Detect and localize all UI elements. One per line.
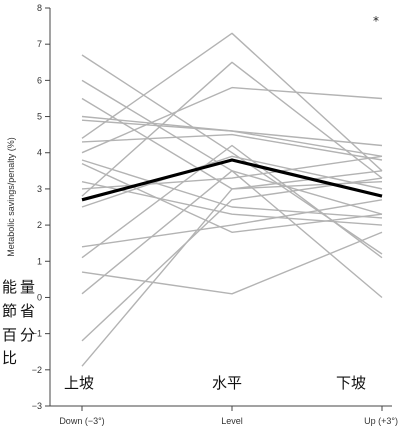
individual-line-9 [81,159,383,219]
y-tick-label: 1 [37,256,42,266]
individual-line-17 [81,231,383,295]
mean-line-group [81,158,383,202]
individual-line-20 [81,170,383,367]
y-tick-label: −2 [32,365,42,375]
ylabel-cn-line-1: 能量 [2,278,38,296]
y-tick-label: 0 [37,292,42,302]
individual-line-4 [81,115,383,157]
ylabel-cn-line-2: 節省 [2,302,38,320]
uphill-cn-label: 下坡 [336,374,366,392]
y-tick-label: 6 [37,75,42,85]
x-tick-label: Level [221,416,243,426]
y-axis: −3 −2 −1 0 1 2 3 4 5 6 7 8 [32,3,51,411]
individual-line-7 [81,133,383,161]
annotations: * [373,14,379,28]
ylabel-cn-line-3: 百分 [2,326,38,344]
individual-line-15 [81,199,383,248]
y-tick-label: 3 [37,184,42,194]
individual-line-5 [81,119,383,147]
individual-line-14 [81,155,383,208]
x-axis: Down (−3°) Level Up (+3°) [50,405,398,426]
individual-line-6 [81,32,383,172]
mean-line [81,158,383,202]
individual-line-8 [81,86,383,154]
y-tick-label: 5 [37,112,42,122]
y-axis-title: Metabolic savings/penalty (%) [6,137,16,257]
y-tick-label: −3 [32,401,42,411]
downhill-cn-label: 上坡 [64,374,94,392]
individual-lines [81,32,383,367]
individual-line-2 [81,79,383,215]
level-cn-label: 水平 [212,374,242,392]
individual-line-13 [81,61,383,197]
y-tick-label: 2 [37,220,42,230]
y-tick-label: −1 [32,329,42,339]
x-tick-label: Up (+3°) [364,416,398,426]
individual-line-16 [81,144,383,259]
x-tick-label: Down (−3°) [59,416,104,426]
individual-line-11 [81,181,383,226]
ylabel-cn-line-4: 比 [2,349,17,367]
ylabel-cn-group: 能量 節省 百分 比 [2,278,38,367]
x-ticks: Down (−3°) Level Up (+3°) [59,406,398,426]
y-tick-label: 4 [37,148,42,158]
y-ticks: −3 −2 −1 0 1 2 3 4 5 6 7 8 [32,3,50,411]
significance-asterisk: * [373,14,379,28]
y-tick-label: 8 [37,3,42,13]
individual-line-18 [81,170,383,299]
y-tick-label: 7 [37,39,42,49]
